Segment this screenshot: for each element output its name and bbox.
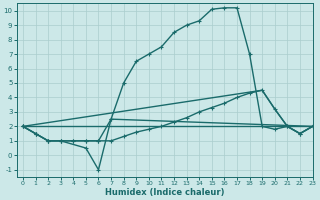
X-axis label: Humidex (Indice chaleur): Humidex (Indice chaleur) [105, 188, 224, 197]
